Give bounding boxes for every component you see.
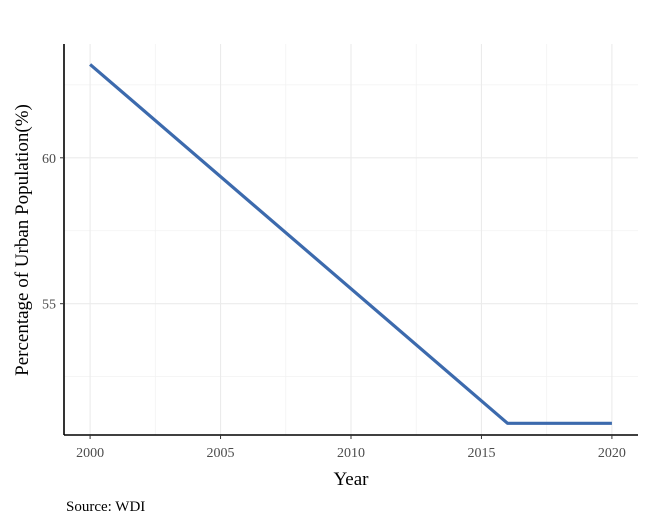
y-axis-title: Percentage of Urban Population(%) — [12, 104, 33, 376]
x-tick-label: 2000 — [76, 446, 104, 461]
y-tick-label: 60 — [42, 152, 56, 167]
x-tick-label: 2020 — [598, 446, 626, 461]
x-axis-title: Year — [333, 469, 369, 490]
y-ticks: 55 60 — [42, 152, 64, 313]
x-tick-label: 2005 — [207, 446, 235, 461]
series-line — [89, 63, 612, 425]
source-caption: Source: WDI — [66, 499, 146, 515]
x-tick-label: 2010 — [337, 446, 365, 461]
x-ticks: 2000 2005 2010 2015 2020 — [76, 435, 626, 461]
x-tick-label: 2015 — [467, 446, 495, 461]
y-tick-label: 55 — [42, 298, 56, 313]
grid-major — [64, 44, 638, 435]
series-layer — [89, 63, 612, 425]
